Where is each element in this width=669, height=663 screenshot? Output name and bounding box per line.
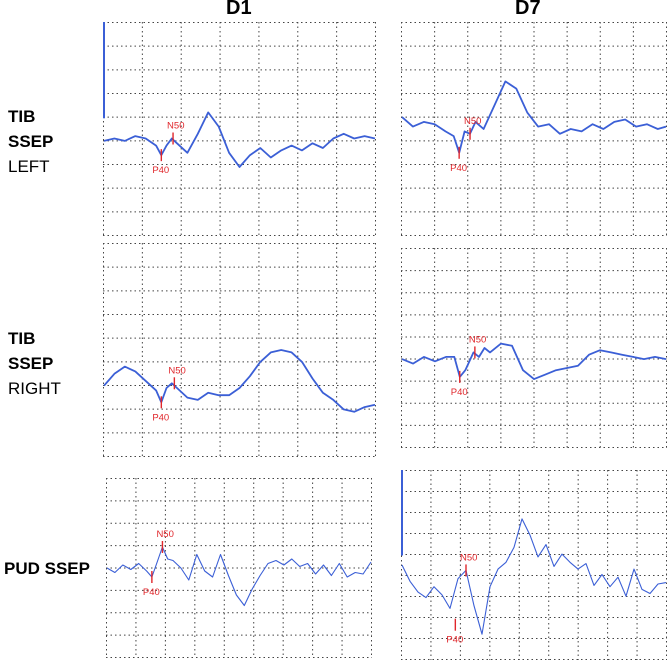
row-label-line2: SSEP <box>8 354 54 373</box>
peak-label-p40: P40 <box>152 165 169 176</box>
peak-label-n50: N50 <box>156 529 173 540</box>
row-label-line1: PUD SSEP <box>4 559 90 578</box>
peak-label-n50: N50 <box>460 552 477 563</box>
grid <box>401 22 667 236</box>
chart-d1-pud: P40 N50 <box>106 478 372 658</box>
row-label-line1: TIB <box>8 329 36 348</box>
chart-d7-tib-left: P40 N50 <box>401 22 667 236</box>
peak-label-n50: N50 <box>168 365 185 376</box>
column-header-d1: D1 <box>226 0 252 19</box>
peak-label-p40: P40 <box>143 587 160 598</box>
waveform-trace <box>401 518 667 635</box>
peak-label-p40: P40 <box>450 163 467 174</box>
grid <box>106 478 372 658</box>
row-label-pud-ssep: PUD SSEP <box>4 556 90 581</box>
waveform-trace <box>401 80 667 154</box>
grid <box>401 470 667 660</box>
row-label-line1: TIB <box>8 107 36 126</box>
chart-d7-pud: P40 N50 <box>401 470 667 660</box>
peak-label-n50: N50 <box>167 121 184 132</box>
peak-label-n50: N50 <box>469 334 486 345</box>
waveform-trace <box>401 342 667 380</box>
waveform-trace <box>103 111 376 168</box>
chart-d7-tib-right: P40 N50 <box>401 248 667 448</box>
chart-d1-tib-left: P40 N50 <box>103 22 376 236</box>
chart-d1-tib-right: P40 N50 <box>103 243 376 457</box>
waveform-trace <box>106 546 372 607</box>
waveform-trace <box>103 349 376 413</box>
grid <box>401 248 667 448</box>
peak-label-p40: P40 <box>451 387 468 398</box>
row-label-tib-ssep-right: TIB SSEP RIGHT <box>8 326 61 401</box>
row-label-line3: LEFT <box>8 157 50 176</box>
row-label-line2: SSEP <box>8 132 54 151</box>
row-label-line3: RIGHT <box>8 379 61 398</box>
column-header-d7: D7 <box>515 0 541 19</box>
row-label-tib-ssep-left: TIB SSEP LEFT <box>8 104 53 179</box>
peak-label-p40: P40 <box>446 635 463 646</box>
peak-label-n50: N50 <box>464 116 481 127</box>
grid <box>103 243 376 457</box>
peak-label-p40: P40 <box>152 412 169 423</box>
grid <box>103 22 376 236</box>
